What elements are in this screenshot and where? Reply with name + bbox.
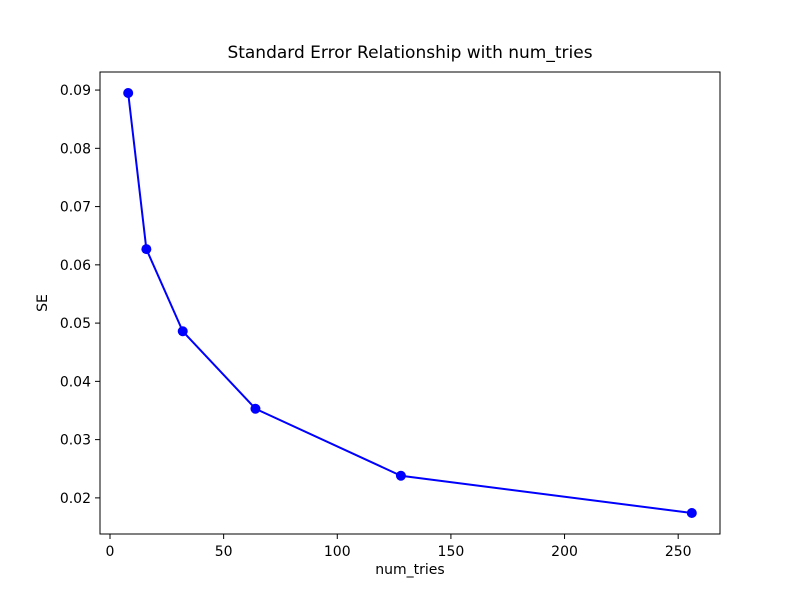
x-tick-label: 250 — [665, 544, 692, 560]
y-axis-label: SE — [35, 294, 51, 312]
data-point — [141, 244, 152, 255]
x-tick-label: 200 — [551, 544, 578, 560]
y-tick-label: 0.05 — [60, 316, 91, 332]
data-point — [395, 470, 406, 481]
x-tick-label: 150 — [438, 544, 465, 560]
y-tick-label: 0.04 — [60, 374, 91, 390]
y-tick-label: 0.08 — [60, 141, 91, 157]
y-tick-label: 0.03 — [60, 433, 91, 449]
x-tick-label: 0 — [106, 544, 115, 560]
x-tick-label: 50 — [215, 544, 233, 560]
x-axis-label: num_tries — [375, 562, 444, 578]
y-tick-label: 0.07 — [60, 200, 91, 216]
data-point — [123, 87, 134, 98]
chart-title: Standard Error Relationship with num_tri… — [227, 43, 592, 63]
x-tick-label: 100 — [324, 544, 351, 560]
axis-ticks: 0 50 100 150 200 250 0.02 0.03 0.04 0.05 0.06 0.07 0… — [60, 83, 692, 560]
y-tick-label: 0.06 — [60, 258, 91, 274]
plot-frame — [99, 71, 721, 535]
data-point — [686, 508, 697, 519]
y-tick-label: 0.02 — [60, 491, 91, 507]
series-line — [127, 92, 692, 515]
series-layer — [123, 87, 697, 519]
data-point — [250, 403, 261, 414]
y-tick-label: 0.09 — [60, 83, 91, 99]
data-point — [177, 326, 188, 337]
plot-border — [99, 71, 721, 535]
